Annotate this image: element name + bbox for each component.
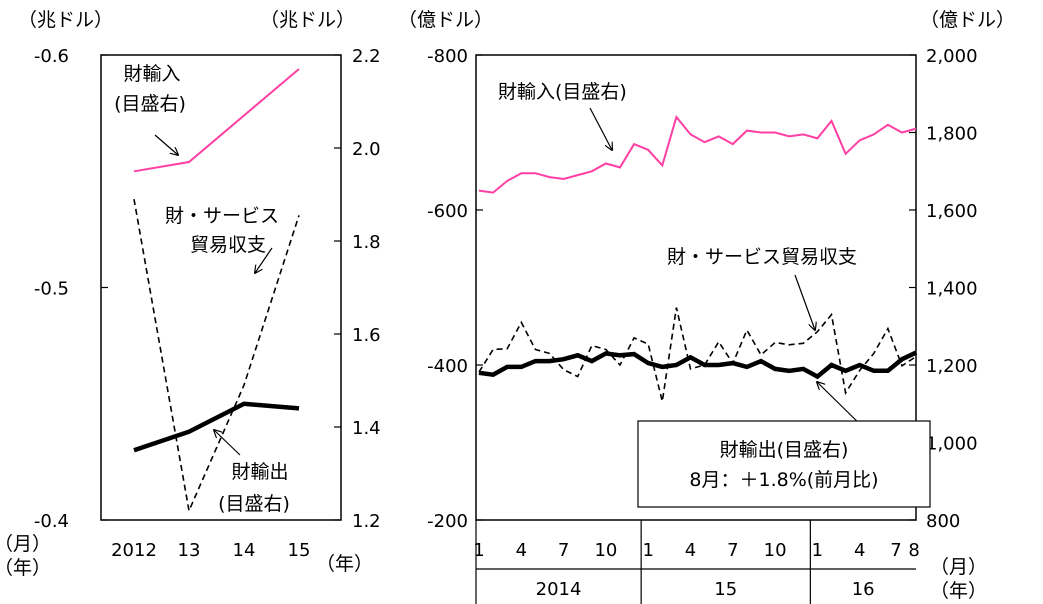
right-unit-right: （億ドル） <box>920 9 1015 31</box>
left-x-tick-label: 14 <box>233 540 256 561</box>
right-y-left-tick-label: -600 <box>427 201 468 222</box>
left-import-label: 財輸入(目盛右) <box>114 63 186 115</box>
right-x-year-label: 15 <box>714 579 737 600</box>
right-y-right-tick-label: 1,800 <box>926 124 978 145</box>
left-series-group <box>133 68 300 514</box>
left-x-tick-label: 13 <box>178 540 201 561</box>
right-x-month-label: 4 <box>516 540 527 561</box>
right-x-year-label: 2014 <box>536 579 582 600</box>
left-y-right-tick-label: 1.6 <box>352 325 381 346</box>
right-chart: （億ドル） （億ドル） （月） （年） -800 -600 -400 -200 2,0… <box>398 9 1015 604</box>
left-chart: （兆ドル） （兆ドル） （年） （月）（年） -0.6-0.5-0.4 2.22… <box>0 9 381 579</box>
right-x-month-label: 1 <box>642 540 653 561</box>
left-y-right-tick-label: 1.8 <box>352 232 381 253</box>
right-y-right-tick-label: 800 <box>926 511 960 532</box>
left-x-axis: 2012 13 14 15 <box>111 540 310 561</box>
right-y-axis-right: 2,000 1,800 1,600 1,400 1,200 1,000 800 <box>909 46 978 532</box>
right-x-month-label: 1 <box>473 540 484 561</box>
right-x-month-label: 7 <box>558 540 569 561</box>
right-y-left-tick-label: -800 <box>427 46 468 67</box>
right-export-callout: 財輸出(目盛右) 8月：＋1.8%(前月比) <box>637 382 931 508</box>
right-x-month-label: 1 <box>812 540 823 561</box>
left-y-right-tick-label: 1.2 <box>352 511 381 532</box>
right-series-line-import <box>478 114 917 194</box>
left-corner-unit: （月）（年） <box>0 533 51 579</box>
right-x-year-label: 16 <box>852 579 875 600</box>
right-y-right-tick-label: 1,200 <box>926 356 978 377</box>
right-x-month-label: 8 <box>908 540 919 561</box>
left-y-left-tick-label: -0.5 <box>34 279 69 300</box>
left-year-unit: （年） <box>316 553 373 575</box>
left-x-tick-label: 15 <box>288 540 311 561</box>
right-unit-left: （億ドル） <box>398 9 493 31</box>
right-series-line-balance <box>478 307 917 402</box>
right-y-axis-left: -800 -600 -400 -200 <box>427 46 483 532</box>
right-balance-arrow <box>794 274 815 330</box>
right-import-label: 財輸入(目盛右) <box>498 81 627 103</box>
right-x-month-label: 10 <box>594 540 617 561</box>
right-export-box-line1: 財輸出(目盛右) <box>720 439 849 461</box>
right-export-box <box>637 420 931 508</box>
right-y-right-tick-label: 1,000 <box>926 434 978 455</box>
left-y-right-tick-label: 2.2 <box>352 46 381 67</box>
left-balance-label: 財・サービス貿易収支 <box>165 205 279 256</box>
left-y-left-tick-label: -0.4 <box>34 511 69 532</box>
left-series-line-export <box>133 401 300 453</box>
left-y-axis-right: 2.2 2.0 1.8 1.6 1.4 1.2 <box>334 46 381 532</box>
right-x-month-label: 4 <box>685 540 696 561</box>
left-y-right-tick-label: 2.0 <box>352 139 381 160</box>
left-y-axis-left: -0.6 -0.5 -0.4 <box>34 46 108 532</box>
left-series-line-import <box>133 68 300 173</box>
right-y-right-tick-label: 2,000 <box>926 46 978 67</box>
right-month-unit: （月） <box>930 556 987 578</box>
right-x-month-label: 7 <box>727 540 738 561</box>
right-import-arrow <box>589 107 612 150</box>
right-x-month-label: 10 <box>764 540 787 561</box>
right-y-left-tick-label: -400 <box>427 356 468 377</box>
left-unit-right: （兆ドル） <box>260 9 355 31</box>
right-export-box-line2: 8月：＋1.8%(前月比) <box>689 469 878 491</box>
left-export-label: 財輸出(目盛右) <box>218 461 290 515</box>
left-y-right-tick-label: 1.4 <box>352 418 381 439</box>
right-x-month-label: 7 <box>890 540 901 561</box>
right-x-month-label: 4 <box>854 540 865 561</box>
left-x-tick-label: 2012 <box>111 540 157 561</box>
right-y-left-tick-label: -200 <box>427 511 468 532</box>
left-balance-arrow <box>255 247 273 273</box>
right-balance-label: 財・サービス貿易収支 <box>667 246 857 268</box>
left-import-arrow <box>154 134 178 155</box>
left-unit-left: （兆ドル） <box>18 9 113 31</box>
right-y-right-tick-label: 1,400 <box>926 279 978 300</box>
left-y-left-tick-label: -0.6 <box>34 46 69 67</box>
right-series-group <box>478 114 918 402</box>
right-year-unit: （年） <box>930 580 987 602</box>
left-export-arrow <box>214 430 241 456</box>
right-y-right-tick-label: 1,600 <box>926 201 978 222</box>
right-series-line-export <box>478 350 918 380</box>
left-series-line-balance <box>133 198 300 514</box>
